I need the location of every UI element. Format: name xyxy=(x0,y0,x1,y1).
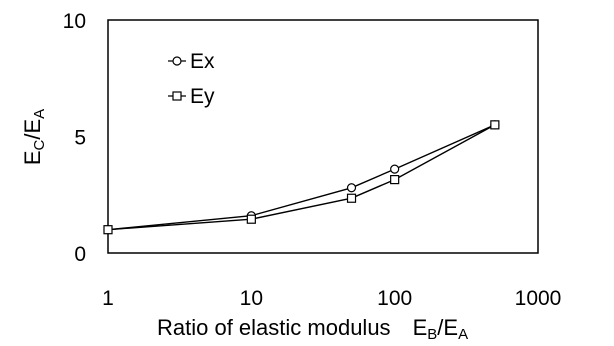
x-tick-labels: 1 10 100 1000 xyxy=(102,287,561,310)
legend-item-ex: Ex xyxy=(168,50,215,73)
y-label-base1: E xyxy=(20,150,45,165)
legend-marker-circle xyxy=(172,56,182,66)
x-label-numerator-sub: B xyxy=(427,326,437,343)
y-label-base2: E xyxy=(20,119,45,134)
y-label-slash: / xyxy=(20,133,45,140)
series-line-ey xyxy=(107,124,496,231)
x-label-text: Ratio of elastic modulus xyxy=(157,315,391,340)
point-ex xyxy=(346,183,357,193)
plot-frame xyxy=(107,19,539,254)
point-ey xyxy=(103,225,113,235)
x-axis-label: Ratio of elastic modulus EB/EA xyxy=(157,315,468,343)
legend: Ex Ey xyxy=(168,50,215,108)
legend-item-ey: Ey xyxy=(168,85,215,108)
y-tick-labels: 0 5 10 xyxy=(63,10,86,266)
y-axis-label: EC/EA xyxy=(20,109,48,165)
x-tick-label: 1 xyxy=(102,287,114,310)
series-layer xyxy=(103,120,500,235)
x-label-numerator-base: E xyxy=(413,315,428,340)
point-ey xyxy=(490,120,500,130)
legend-marker-square xyxy=(172,91,182,101)
series-line-ex xyxy=(107,124,496,231)
x-label-denominator-sub: A xyxy=(458,326,468,343)
x-label-denominator-base: E xyxy=(443,315,458,340)
point-ey xyxy=(346,193,357,203)
y-tick-label: 0 xyxy=(74,243,86,266)
x-tick-label: 10 xyxy=(240,287,263,310)
point-ey xyxy=(390,175,400,185)
y-tick-label: 5 xyxy=(74,127,86,150)
y-tick-label: 10 xyxy=(63,10,86,33)
x-tick-label: 1000 xyxy=(515,287,562,310)
y-label-sub1: C xyxy=(31,139,48,150)
x-tick-label: 100 xyxy=(377,287,412,310)
x-label-slash: / xyxy=(437,315,444,340)
y-label-sub2: A xyxy=(31,109,48,119)
point-ex xyxy=(390,164,400,174)
legend-label-ey: Ey xyxy=(190,85,215,108)
legend-label-ex: Ex xyxy=(190,50,215,73)
point-ey xyxy=(246,214,256,224)
